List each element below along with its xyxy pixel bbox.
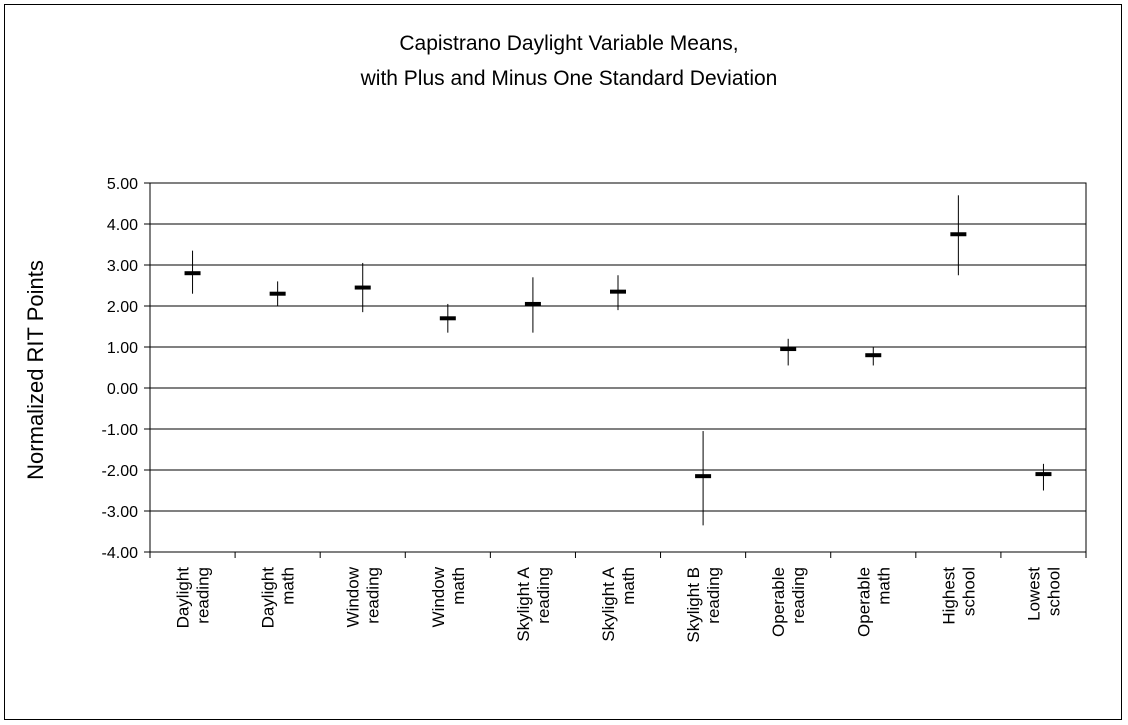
category-label-line: Lowest	[1024, 567, 1043, 621]
category-label-line: reading	[704, 567, 723, 624]
errorbar-point	[269, 281, 286, 306]
mean-marker	[865, 353, 882, 358]
mean-marker	[439, 316, 456, 321]
errorbar-point	[1035, 463, 1052, 491]
y-axis-ticks: 5.00 4.00 3.00 2.00 1.00 0.00 -1.00 -2.00 -3.00 -…	[102, 176, 150, 562]
category-label: Operable reading	[769, 567, 808, 637]
x-axis-ticks	[149, 552, 1087, 558]
chart-title-line-2: with Plus and Minus One Standard Deviati…	[360, 67, 778, 90]
y-tick-label: -3.00	[102, 504, 139, 521]
errorbar-point	[865, 347, 882, 366]
category-label-line: Skylight A	[599, 566, 618, 641]
mean-marker	[269, 291, 286, 296]
category-label-line: Operable	[854, 567, 873, 637]
y-tick-label: 5.00	[107, 176, 138, 193]
category-label: Daylight math	[259, 567, 298, 629]
category-label-line: Skylight B	[684, 567, 703, 643]
errorbar-point	[950, 195, 967, 276]
y-tick-label: -1.00	[102, 422, 139, 439]
category-label: Highest school	[939, 567, 978, 625]
mean-marker	[1035, 472, 1052, 477]
category-label-line: school	[959, 567, 978, 616]
mean-marker	[780, 347, 797, 352]
gridlines	[150, 223, 1086, 512]
category-label-line: Daylight	[259, 567, 278, 629]
category-label-line: reading	[789, 567, 808, 624]
category-label-line: school	[1044, 567, 1063, 616]
category-label-line: reading	[364, 567, 383, 624]
category-label-line: Highest	[939, 567, 958, 625]
plot-area	[149, 182, 1087, 553]
category-label-line: Window	[429, 566, 448, 627]
chart-svg: Capistrano Daylight Variable Means, with…	[23, 32, 1087, 643]
y-axis-title: Normalized RIT Points	[23, 260, 48, 480]
category-label-line: math	[619, 567, 638, 605]
category-label: Daylight reading	[174, 567, 213, 629]
category-label-line: Window	[344, 566, 363, 627]
errorbar-point	[439, 303, 456, 333]
errorbar-point	[524, 277, 541, 333]
errorbar-point	[780, 338, 797, 366]
errorbar-point	[610, 275, 626, 311]
chart-title-line-1: Capistrano Daylight Variable Means,	[399, 32, 738, 55]
mean-marker	[610, 289, 626, 294]
errorbar-point	[695, 431, 712, 526]
mean-marker	[950, 232, 967, 237]
category-label-line: Operable	[769, 567, 788, 637]
category-label: Operable math	[854, 567, 893, 637]
mean-marker	[695, 474, 712, 479]
y-tick-label: 1.00	[107, 340, 138, 357]
category-label-line: Daylight	[174, 567, 193, 629]
y-tick-label: 2.00	[107, 299, 138, 316]
category-labels: Daylight reading Daylight math Window reading…	[174, 566, 1064, 642]
y-tick-label: 4.00	[107, 217, 138, 234]
y-tick-label: -2.00	[102, 463, 139, 480]
mean-marker	[184, 271, 201, 276]
category-label-line: math	[279, 567, 298, 605]
category-label: Window math	[429, 566, 468, 627]
category-label-line: reading	[194, 567, 213, 624]
chart-frame: Capistrano Daylight Variable Means, with…	[4, 4, 1122, 720]
category-label: Window reading	[344, 566, 383, 627]
category-label-line: math	[449, 567, 468, 605]
y-tick-label: -4.00	[102, 545, 139, 562]
errorbar-point	[184, 250, 201, 294]
y-tick-label: 0.00	[107, 381, 138, 398]
category-label-line: Skylight A	[514, 566, 533, 641]
category-label: Lowest school	[1024, 567, 1063, 621]
mean-marker	[354, 285, 371, 290]
category-label-line: math	[874, 567, 893, 605]
mean-marker	[524, 301, 541, 306]
category-label-line: reading	[534, 567, 553, 624]
errorbar-point	[354, 262, 371, 313]
y-tick-label: 3.00	[107, 258, 138, 275]
errorbar-series	[184, 195, 1052, 526]
